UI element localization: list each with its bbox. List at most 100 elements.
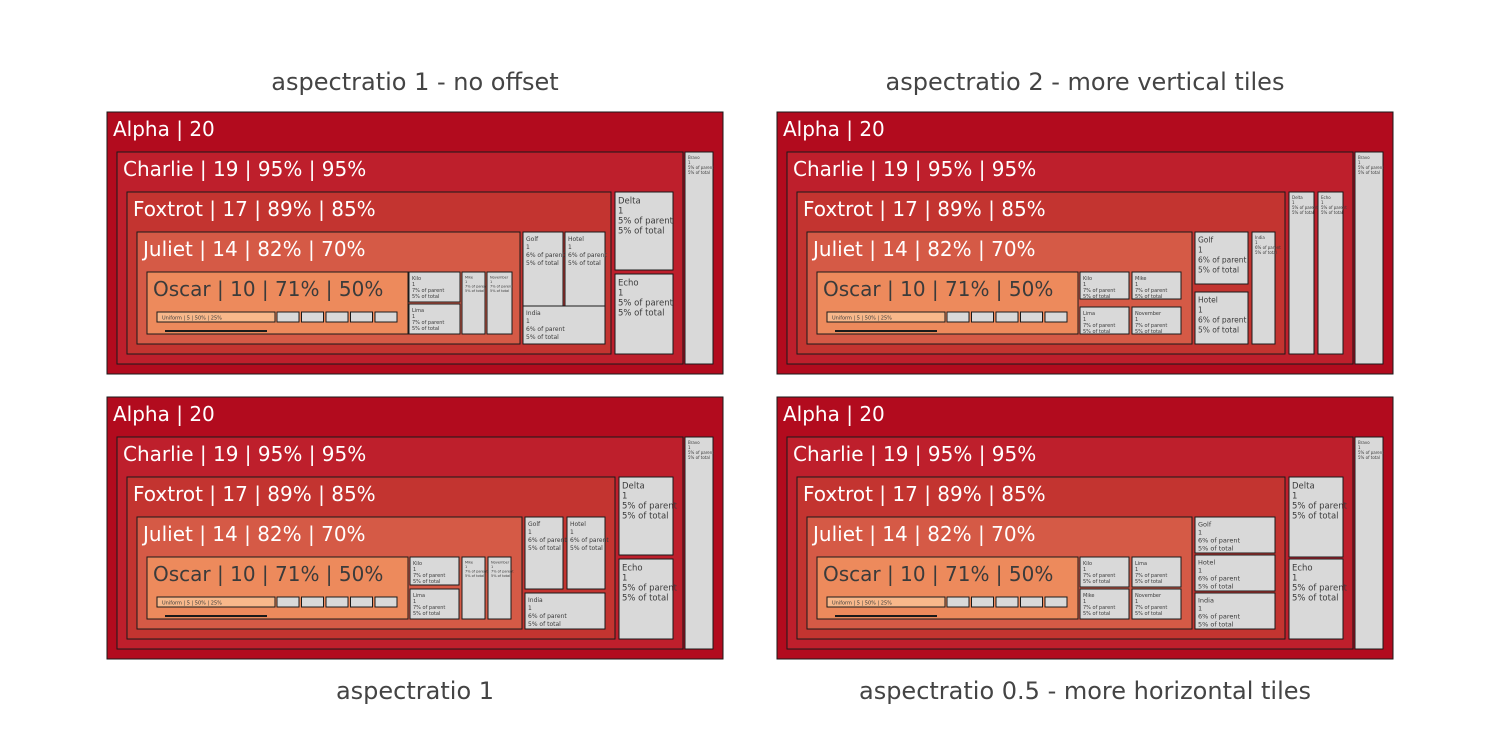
tile-oscar[interactable]: Oscar | 10 | 71% | 50% [816, 556, 1079, 620]
tile-bravo-rect[interactable] [684, 151, 714, 365]
tile-november-rect[interactable] [1131, 588, 1182, 620]
tile-oscar-leaf-2-rect[interactable] [301, 311, 324, 323]
tile-lima-rect[interactable] [1079, 306, 1130, 335]
tile-oscar-rect[interactable] [146, 556, 409, 620]
tile-oscar-leaf-1-rect[interactable] [946, 596, 970, 608]
tile-oscar-leaf-2[interactable] [971, 596, 994, 608]
tile-oscar-leaf-2[interactable] [971, 311, 994, 323]
tile-golf-rect[interactable] [1194, 231, 1249, 285]
tile-echo-rect[interactable] [614, 273, 674, 355]
tile-oscar-rect[interactable] [816, 556, 1079, 620]
tile-india-rect[interactable] [522, 305, 606, 345]
tile-bravo-rect[interactable] [684, 436, 714, 650]
tile-uniform-rect[interactable] [156, 596, 276, 608]
tile-india-rect[interactable] [524, 592, 606, 630]
tile-oscar-leaf-4-rect[interactable] [1020, 596, 1043, 608]
tile-oscar[interactable]: Oscar | 10 | 71% | 50% [816, 271, 1079, 335]
tile-oscar-leaf-3-rect[interactable] [995, 311, 1019, 323]
tile-uniform-rect[interactable] [826, 596, 946, 608]
tile-november-rect[interactable] [487, 556, 512, 620]
tile-uniform-rect[interactable] [156, 311, 276, 323]
tile-oscar-leaf-2-rect[interactable] [301, 596, 324, 608]
tile-hotel-rect[interactable] [566, 516, 606, 590]
tile-oscar-leaf-3-rect[interactable] [995, 596, 1019, 608]
tile-oscar-leaf-5[interactable] [374, 311, 398, 323]
tile-oscar-leaf-1-rect[interactable] [276, 596, 300, 608]
tile-oscar-leaf-3-rect[interactable] [325, 311, 349, 323]
tile-oscar-leaf-5[interactable] [1044, 596, 1068, 608]
tile-oscar-leaf-2-rect[interactable] [971, 311, 994, 323]
tile-oscar-leaf-5-rect[interactable] [1044, 596, 1068, 608]
tile-delta-rect[interactable] [1288, 191, 1315, 355]
tile-uniform[interactable]: Uniform | 5 | 50% | 25% [826, 311, 946, 323]
tile-oscar-rect[interactable] [816, 271, 1079, 335]
tile-oscar-leaf-2[interactable] [301, 596, 324, 608]
tile-oscar-leaf-2[interactable] [301, 311, 324, 323]
tile-oscar-leaf-4[interactable] [1020, 311, 1043, 323]
tile-oscar-leaf-1-rect[interactable] [946, 311, 970, 323]
tile-uniform-rect[interactable] [826, 311, 946, 323]
tile-oscar-leaf-3[interactable] [325, 311, 349, 323]
tile-oscar[interactable]: Oscar | 10 | 71% | 50% [146, 271, 409, 335]
tile-oscar-leaf-5-rect[interactable] [374, 311, 398, 323]
tile-november-rect[interactable] [486, 271, 513, 335]
tile-hotel-rect[interactable] [1194, 554, 1276, 592]
tile-golf-rect[interactable] [524, 516, 564, 590]
tile-golf-rect[interactable] [1194, 516, 1276, 554]
tile-lima-rect[interactable] [1131, 556, 1182, 588]
tile-golf-rect[interactable] [522, 231, 564, 307]
tile-oscar-leaf-5[interactable] [374, 596, 398, 608]
tile-mike-rect[interactable] [461, 556, 486, 620]
tile-oscar-leaf-4-rect[interactable] [350, 311, 373, 323]
tile-echo-rect[interactable] [1288, 558, 1344, 640]
tile-oscar-leaf-4[interactable] [1020, 596, 1043, 608]
tile-mike-rect[interactable] [1079, 588, 1130, 620]
tile-bravo-rect[interactable] [1354, 151, 1384, 365]
tile-kilo-rect[interactable] [1079, 556, 1130, 588]
tile-oscar-leaf-5-rect[interactable] [1044, 311, 1068, 323]
tile-kilo-rect[interactable] [409, 556, 460, 586]
tile-oscar-leaf-3[interactable] [995, 596, 1019, 608]
tile-oscar-leaf-1[interactable] [276, 596, 300, 608]
tile-oscar-leaf-4[interactable] [350, 311, 373, 323]
tile-delta-rect[interactable] [618, 476, 674, 556]
tile-oscar-leaf-4[interactable] [350, 596, 373, 608]
tile-uniform[interactable]: Uniform | 5 | 50% | 25% [156, 596, 276, 608]
tile-lima-rect[interactable] [409, 588, 460, 620]
tile-oscar-leaf-3[interactable] [325, 596, 349, 608]
tile-mike-rect[interactable] [461, 271, 486, 335]
tile-oscar-leaf-4-rect[interactable] [1020, 311, 1043, 323]
